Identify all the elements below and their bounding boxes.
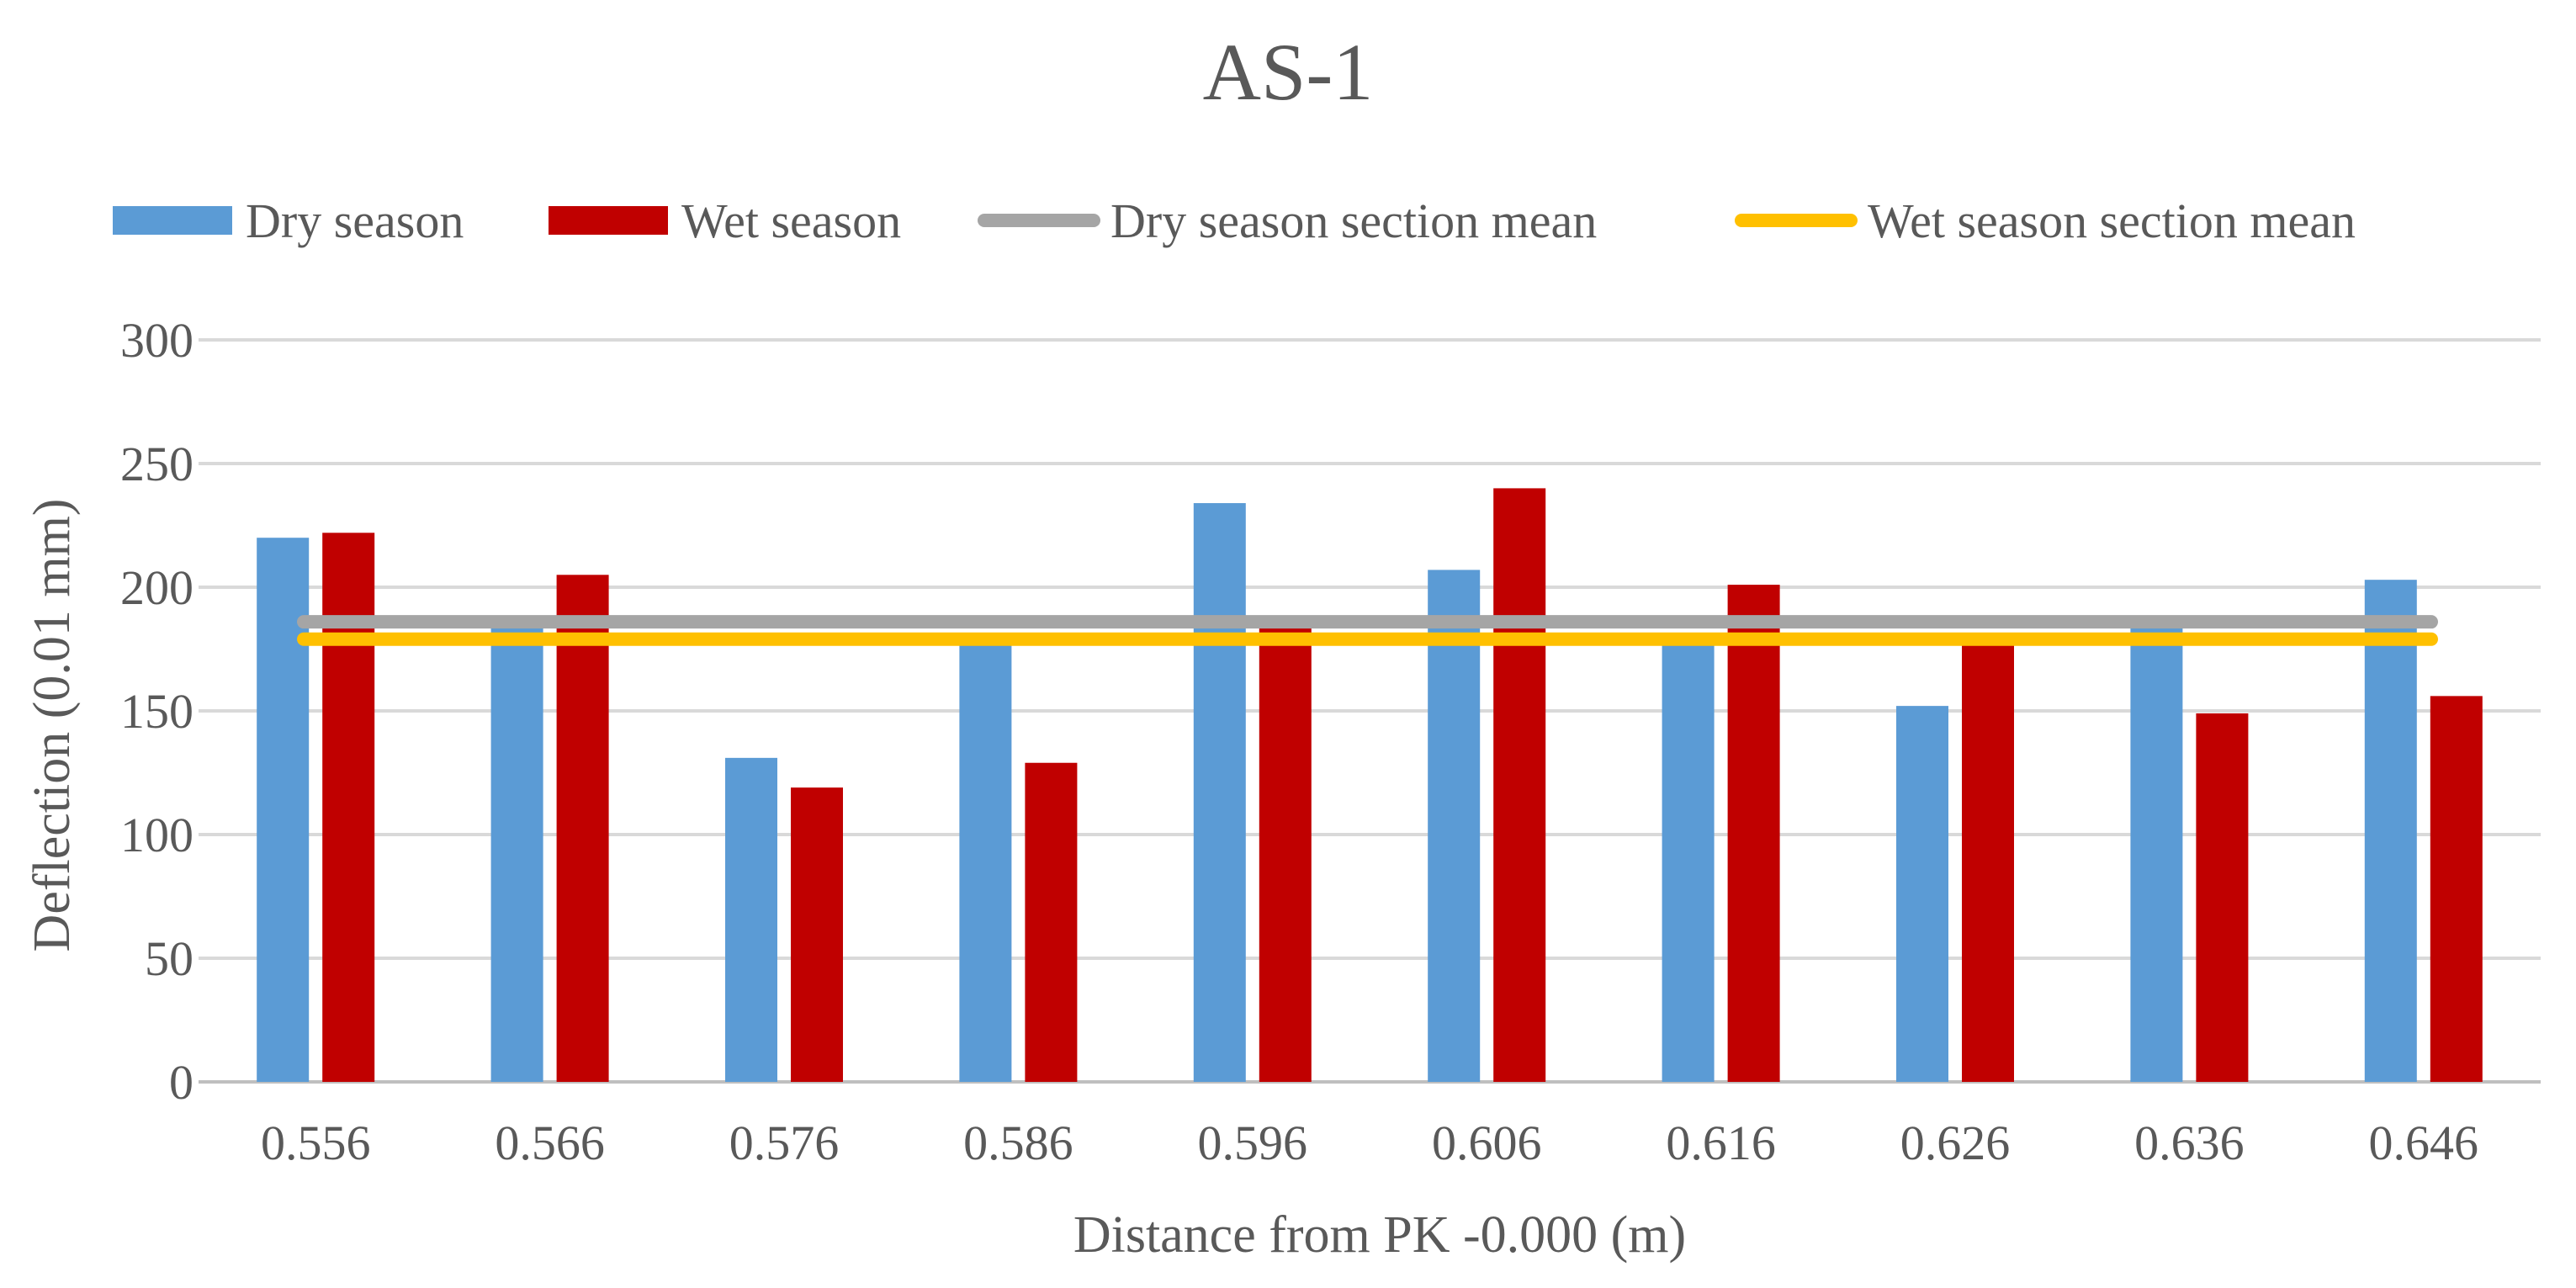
y-tick-label: 50 [145, 931, 193, 986]
dry-season-bar [725, 757, 777, 1082]
y-tick-label: 0 [169, 1055, 193, 1110]
y-tick-label: 200 [120, 560, 193, 615]
y-tick-label: 300 [120, 313, 193, 368]
y-axis-title: Deflection (0.01 mm) [24, 499, 81, 952]
x-tick-label: 0.606 [1432, 1116, 1542, 1170]
legend-swatch [113, 206, 232, 235]
x-tick-label: 0.596 [1198, 1116, 1308, 1170]
dry-season-bar [2364, 580, 2417, 1082]
x-axis-ticks: 0.556 0.566 0.576 0.586 0.596 0.606 0.616 0.626… [261, 1116, 2478, 1170]
gridlines [199, 338, 2541, 1084]
x-tick-label: 0.556 [261, 1116, 371, 1170]
x-tick-label: 0.586 [963, 1116, 1073, 1170]
legend-label: Dry season section mean [1110, 193, 1597, 248]
wet-season-bar [1962, 644, 2014, 1082]
y-axis-ticks: 0 50 100 150 200 250 300 [120, 313, 193, 1110]
dry-season-bar [1193, 503, 1246, 1082]
dry-season-bar [1428, 570, 1481, 1082]
x-tick-label: 0.636 [2134, 1116, 2245, 1170]
y-tick-label: 100 [120, 808, 193, 862]
wet-season-bar [2430, 696, 2483, 1082]
chart-title: AS-1 [1203, 27, 1374, 117]
wet-season-bar [791, 787, 843, 1082]
legend: Dry season Wet season Dry season section m… [113, 193, 2356, 248]
y-tick-label: 150 [120, 684, 193, 739]
dry-season-bar [2130, 622, 2183, 1082]
x-tick-label: 0.626 [1900, 1116, 2011, 1170]
wet-season-bar [1025, 762, 1078, 1082]
wet-season-bar [1727, 585, 1780, 1082]
dry-season-bar [959, 641, 1012, 1082]
dry-season-bar [1662, 639, 1715, 1082]
legend-label: Wet season [681, 193, 901, 248]
dry-season-bar [1896, 706, 1948, 1082]
wet-season-bar [2196, 713, 2249, 1082]
dry-season-bar [257, 538, 310, 1082]
x-tick-label: 0.576 [729, 1116, 840, 1170]
bars [257, 488, 2483, 1082]
legend-swatch [549, 206, 668, 235]
legend-label: Wet season section mean [1868, 193, 2356, 248]
wet-season-bar [1259, 619, 1312, 1082]
mean-lines [297, 615, 2438, 646]
legend-label: Dry season [246, 193, 464, 248]
x-axis-title: Distance from PK -0.000 (m) [1073, 1206, 1686, 1264]
x-tick-label: 0.616 [1666, 1116, 1776, 1170]
x-tick-label: 0.646 [2369, 1116, 2479, 1170]
wet-season-bar [1493, 488, 1546, 1082]
dry-season-bar [490, 627, 543, 1082]
wet-season-bar [556, 575, 609, 1082]
x-tick-label: 0.566 [495, 1116, 605, 1170]
y-tick-label: 250 [120, 437, 193, 491]
